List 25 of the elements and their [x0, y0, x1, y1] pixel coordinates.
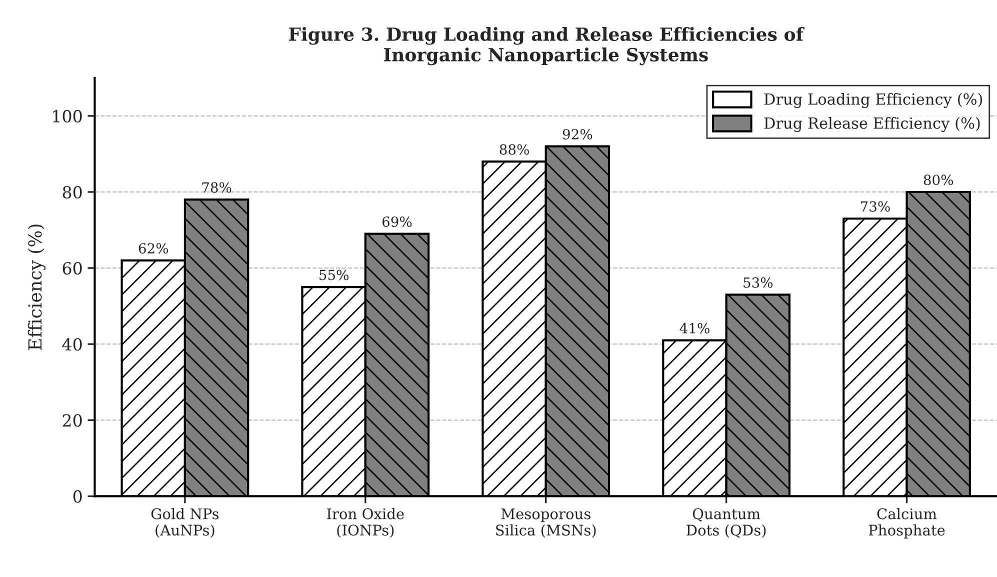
- x-tick-label: Mesoporous Silica (MSNs): [496, 508, 596, 538]
- data-label: 80%: [924, 174, 954, 186]
- x-tick-label: Quantum Dots (QDs): [686, 508, 766, 538]
- data-label: 88%: [500, 144, 529, 155]
- y-tick-label: 0: [73, 490, 82, 503]
- y-tick-label: 60: [62, 262, 82, 275]
- data-label: 62%: [138, 243, 168, 254]
- x-tick-label: Calcium Phosphate: [868, 508, 945, 538]
- data-label: 78%: [202, 182, 232, 193]
- y-tick-label: 100: [53, 110, 82, 122]
- legend-label: Drug Loading Efficiency (%): [764, 93, 982, 108]
- data-label: 92%: [562, 128, 592, 140]
- y-tick-label: 40: [62, 338, 82, 351]
- data-label: 73%: [860, 201, 890, 212]
- y-axis-title: Efficiency (%): [28, 224, 46, 350]
- y-tick-label: 80: [62, 186, 82, 199]
- data-label: 55%: [320, 270, 348, 280]
- data-label: 69%: [382, 216, 412, 227]
- y-tick-label: 20: [62, 414, 82, 427]
- chart-title: Figure 3. Drug Loading and Release Efficiencies of Inorganic Nanoparticle Systems: [288, 27, 805, 66]
- x-tick-label: Gold NPs (AuNPs): [151, 508, 219, 538]
- data-label: 41%: [680, 322, 710, 334]
- data-label: 53%: [744, 277, 773, 288]
- x-tick-label: Iron Oxide (IONPs): [327, 508, 404, 538]
- legend-label: Drug Release Efficiency (%): [764, 117, 980, 132]
